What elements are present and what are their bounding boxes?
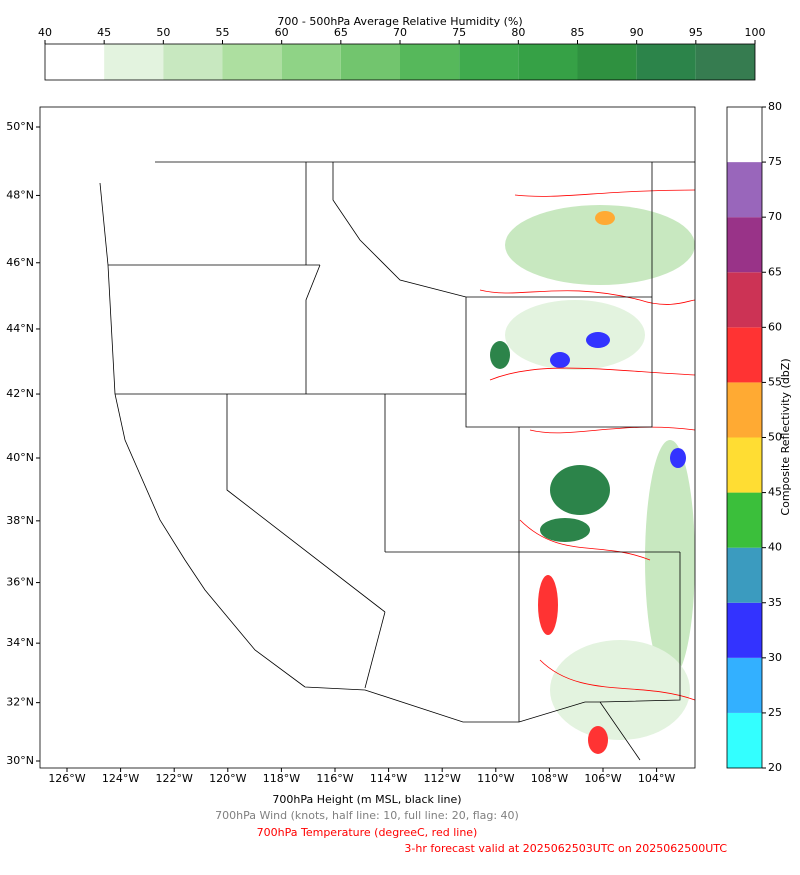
reflectivity-bin — [727, 657, 762, 713]
caption: 700hPa Height (m MSL, black line) — [272, 793, 461, 806]
reflectivity-bin — [727, 437, 762, 493]
reflectivity-tick-label: 55 — [768, 375, 782, 388]
lat-tick-label: 34°N — [6, 636, 34, 649]
map-frame — [39, 106, 696, 769]
reflectivity-bin — [727, 327, 762, 383]
lat-tick-label: 36°N — [6, 576, 34, 589]
lon-tick-label: 114°W — [370, 772, 407, 785]
lon-tick-label: 126°W — [48, 772, 85, 785]
caption: 700hPa Wind (knots, half line: 10, full … — [215, 809, 519, 822]
humidity-bin — [636, 44, 696, 80]
lat-tick-label: 40°N — [6, 451, 34, 464]
reflectivity-tick-label: 60 — [768, 320, 782, 333]
caption: 700hPa Temperature (degreeC, red line) — [257, 826, 478, 839]
humidity-tick-label: 100 — [745, 26, 766, 39]
lon-tick-label: 120°W — [209, 772, 246, 785]
humidity-tick-label: 75 — [452, 26, 466, 39]
reflectivity-bin — [727, 492, 762, 548]
lat-tick-label: 44°N — [6, 322, 34, 335]
lon-tick-label: 104°W — [638, 772, 675, 785]
humidity-tick-label: 45 — [97, 26, 111, 39]
reflectivity-tick-label: 35 — [768, 596, 782, 609]
lat-tick-label: 32°N — [6, 696, 34, 709]
humidity-bin — [163, 44, 223, 80]
caption: 3-hr forecast valid at 2025062503UTC on … — [404, 842, 727, 855]
reflectivity-tick-label: 30 — [768, 651, 782, 664]
humidity-tick-label: 70 — [393, 26, 407, 39]
lat-tick-label: 46°N — [6, 256, 34, 269]
humidity-tick-label: 85 — [571, 26, 585, 39]
humidity-bin — [45, 44, 105, 80]
humidity-bin — [281, 44, 341, 80]
lon-tick-label: 110°W — [477, 772, 514, 785]
lon-tick-label: 116°W — [316, 772, 353, 785]
humidity-shading — [490, 205, 695, 754]
reflectivity-tick-label: 45 — [768, 486, 782, 499]
lat-tick-label: 48°N — [6, 188, 34, 201]
lat-tick-label: 30°N — [6, 754, 34, 767]
humidity-bin — [222, 44, 282, 80]
reflectivity-tick-label: 75 — [768, 155, 782, 168]
reflectivity-tick-label: 50 — [768, 431, 782, 444]
reflectivity-bin — [727, 382, 762, 438]
reflectivity-bin — [727, 217, 762, 273]
reflectivity-tick-label: 80 — [768, 100, 782, 113]
lon-tick-label: 124°W — [102, 772, 139, 785]
reflectivity-bin — [727, 272, 762, 328]
reflectivity-bin — [727, 602, 762, 658]
humidity-tick-label: 90 — [630, 26, 644, 39]
lat-tick-label: 50°N — [6, 120, 34, 133]
humidity-bin — [104, 44, 164, 80]
lon-tick-label: 122°W — [156, 772, 193, 785]
humidity-tick-label: 40 — [38, 26, 52, 39]
lon-tick-label: 118°W — [263, 772, 300, 785]
reflectivity-tick-label: 70 — [768, 210, 782, 223]
reflectivity-label: Composite Reflectivity (dbZ) — [779, 358, 792, 515]
humidity-bin — [340, 44, 400, 80]
reflectivity-tick-label: 40 — [768, 541, 782, 554]
coast-and-borders — [99, 161, 695, 761]
reflectivity-bin — [727, 162, 762, 218]
humidity-tick-label: 95 — [689, 26, 703, 39]
lat-tick-label: 42°N — [6, 387, 34, 400]
lat-tick-label: 38°N — [6, 514, 34, 527]
humidity-bin — [459, 44, 519, 80]
humidity-bin — [577, 44, 637, 80]
lon-tick-label: 108°W — [531, 772, 568, 785]
reflectivity-tick-label: 65 — [768, 265, 782, 278]
humidity-bin — [518, 44, 578, 80]
reflectivity-tick-label: 25 — [768, 706, 782, 719]
reflectivity-bin — [727, 712, 762, 768]
humidity-tick-label: 55 — [216, 26, 230, 39]
humidity-bin — [695, 44, 755, 80]
humidity-tick-label: 60 — [275, 26, 289, 39]
reflectivity-bin — [727, 547, 762, 603]
humidity-tick-label: 80 — [511, 26, 525, 39]
humidity-bin — [400, 44, 460, 80]
reflectivity-tick-label: 20 — [768, 761, 782, 774]
humidity-title: 700 - 500hPa Average Relative Humidity (… — [277, 15, 522, 28]
lon-tick-label: 112°W — [424, 772, 461, 785]
reflectivity-bin — [727, 107, 762, 163]
lon-tick-label: 106°W — [584, 772, 621, 785]
humidity-tick-label: 65 — [334, 26, 348, 39]
humidity-tick-label: 50 — [156, 26, 170, 39]
map-content — [99, 161, 696, 761]
temperature-contours — [479, 189, 696, 701]
